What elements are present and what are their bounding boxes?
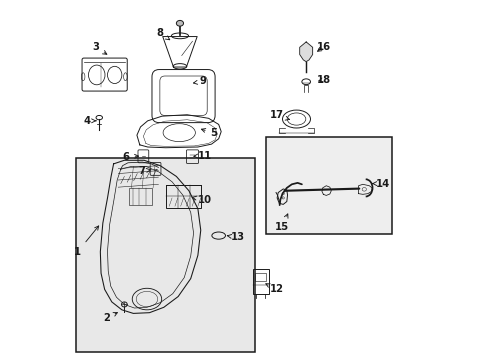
Text: 12: 12: [265, 284, 283, 294]
Bar: [166, 185, 201, 208]
Text: 10: 10: [192, 195, 212, 205]
Text: 14: 14: [372, 179, 389, 189]
Text: 4: 4: [83, 116, 96, 126]
Text: 5: 5: [201, 129, 217, 138]
Text: 15: 15: [275, 214, 288, 231]
Bar: [76, 158, 255, 352]
Text: 3: 3: [92, 42, 106, 54]
Bar: [252, 269, 268, 294]
Bar: [265, 137, 391, 234]
Text: 2: 2: [103, 312, 117, 323]
Text: 8: 8: [157, 28, 169, 40]
Text: 16: 16: [316, 42, 330, 52]
Text: 13: 13: [227, 232, 244, 242]
Text: 6: 6: [122, 152, 138, 162]
Text: 11: 11: [193, 150, 212, 161]
Text: 18: 18: [316, 75, 330, 85]
Bar: [129, 188, 152, 205]
Polygon shape: [299, 42, 312, 62]
Bar: [255, 273, 265, 281]
Text: 7: 7: [139, 166, 151, 176]
Text: 1: 1: [74, 226, 99, 257]
Text: 17: 17: [269, 111, 289, 121]
Text: 9: 9: [193, 76, 206, 86]
Ellipse shape: [176, 21, 183, 26]
